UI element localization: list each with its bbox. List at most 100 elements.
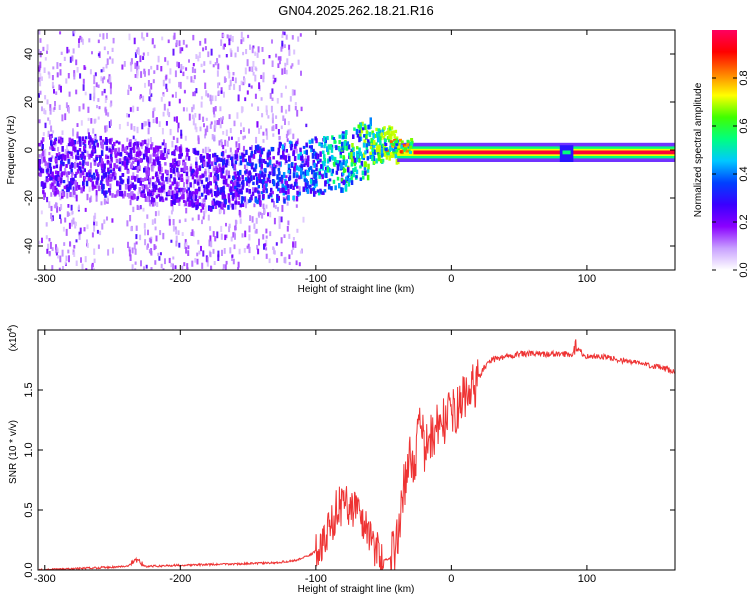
- spectrogram-ridge-cell: [102, 184, 105, 190]
- spectrogram-cell: [93, 267, 95, 270]
- spectrogram-ridge-cell: [48, 157, 51, 162]
- spectrogram-ridge-cell: [40, 167, 43, 174]
- spectrogram-ridge-cell: [214, 181, 218, 187]
- spectrogram-ridge-cell: [330, 147, 334, 153]
- spectrogram-cell: [89, 93, 92, 101]
- spectrogram-cell: [150, 251, 153, 256]
- spectrogram-ridge-cell: [162, 152, 165, 156]
- spectrogram-cell: [180, 64, 183, 71]
- spectrogram-cell: [228, 184, 231, 189]
- spectrogram-cell: [78, 38, 80, 44]
- spectrogram-ridge-cell: [282, 172, 286, 178]
- spectrogram-cell: [52, 66, 55, 70]
- spectrogram-cell: [229, 79, 232, 87]
- spectrogram-ridge-cell: [367, 124, 370, 130]
- spectrogram-cell: [265, 128, 268, 132]
- spectrogram-ridge-cell: [41, 144, 44, 150]
- spectrogram-ridge-cell: [107, 167, 110, 173]
- spectrogram-cell: [288, 49, 291, 56]
- spectrogram-cell: [185, 44, 188, 48]
- spectrogram-ridge-cell: [180, 167, 183, 173]
- spectrogram-ridge-cell: [375, 147, 379, 153]
- spectrogram-ridge-cell: [82, 141, 85, 145]
- spectrogram-ridge-cell: [395, 142, 399, 146]
- spectrogram-ridge-cell: [395, 159, 399, 165]
- spectrogram-cell: [60, 218, 62, 224]
- spectrogram-cell: [71, 211, 74, 215]
- spectrogram-cell: [73, 30, 76, 34]
- spectrogram-cell: [202, 148, 205, 154]
- spectrogram-ridge-cell: [347, 171, 351, 178]
- spectrogram-cell: [193, 75, 196, 80]
- spectrogram-ridge-cell: [171, 200, 175, 205]
- spectrogram-ridge-cell: [254, 145, 258, 152]
- spectrogram-cell: [75, 260, 78, 266]
- spectrogram-ridge-cell: [146, 168, 149, 173]
- spectrogram-ridge-cell: [95, 169, 98, 173]
- spectrogram-cell: [68, 212, 71, 217]
- spectrogram-ridge-cell: [338, 147, 341, 152]
- spectrogram-ridge-cell: [326, 166, 330, 173]
- spectrogram-cell: [220, 117, 222, 122]
- spectrogram-cell: [86, 150, 89, 157]
- spectrogram-cell: [39, 73, 42, 79]
- spectrogram-ridge-cell: [353, 161, 357, 166]
- spectrogram-cell: [127, 113, 130, 118]
- spectrogram-cell: [207, 51, 210, 58]
- spectrogram-cell: [66, 175, 69, 183]
- spectrogram-ridge-cell: [343, 145, 346, 151]
- spectrogram-ridge-cell: [242, 180, 245, 186]
- spectrogram-cell: [223, 91, 225, 98]
- spectrogram-ridge-cell: [155, 157, 158, 161]
- spectrogram-cell: [304, 158, 307, 165]
- spectrogram-cell: [151, 219, 154, 225]
- spectrogram-cell: [293, 49, 296, 55]
- spectrogram-ridge-cell: [409, 145, 413, 149]
- spectrogram-ridge-cell: [220, 172, 223, 178]
- spectrogram-ridge-cell: [324, 137, 327, 143]
- spectrogram-cell: [41, 158, 44, 164]
- spectrogram-ridge-cell: [114, 148, 117, 155]
- spectrogram-ridge-cell: [137, 147, 140, 154]
- spectrogram-ridge-cell: [153, 159, 156, 166]
- spectrogram-ridge-cell: [272, 180, 276, 187]
- spectrogram-cell: [201, 219, 203, 225]
- spectrogram-ridge-cell: [145, 150, 148, 157]
- spectrogram-cell: [80, 257, 82, 263]
- spectrogram-cell: [94, 118, 97, 123]
- spectrogram-ridge-cell: [95, 180, 98, 185]
- spectrogram-cell: [110, 119, 112, 126]
- spectrogram-ridge-cell: [303, 178, 307, 182]
- spectrogram-cell: [72, 249, 75, 255]
- spectrogram-ridge-cell: [161, 142, 165, 146]
- spectrogram-cell: [49, 104, 52, 111]
- spectrogram-ridge-cell: [155, 171, 158, 176]
- spectrogram-ridge-cell: [79, 169, 83, 175]
- spectrogram-cell: [192, 231, 195, 237]
- spectrogram-ridge-cell: [146, 157, 150, 163]
- spectrogram-ridge-cell: [82, 159, 85, 166]
- spectrogram-cell: [176, 61, 179, 67]
- spectrogram-cell: [45, 165, 48, 169]
- spectrogram-cell: [159, 230, 162, 236]
- spectrogram-ridge-cell: [146, 187, 149, 192]
- spectrogram-cell: [136, 73, 139, 79]
- spectrogram-ridge-cell: [165, 153, 169, 159]
- spectrogram-ridge-cell: [339, 164, 343, 170]
- spectrogram-cell: [219, 209, 222, 214]
- spectrogram-ridge-cell: [77, 155, 80, 160]
- spectrogram-ridge-cell: [58, 183, 61, 187]
- spectrogram-cell: [283, 142, 286, 147]
- spectrogram-cell: [68, 255, 70, 263]
- spectrogram-ridge-cell: [376, 131, 379, 138]
- spectrogram-cell: [154, 245, 157, 249]
- spectrogram-cell: [240, 31, 243, 39]
- spectrogram-cell: [93, 86, 96, 93]
- spectrogram-ridge-cell: [370, 137, 373, 144]
- spectrogram-ridge-cell: [53, 180, 56, 184]
- spectrogram-cell: [291, 63, 294, 67]
- spectrogram-ridge-cell: [371, 139, 375, 143]
- spectrogram-ridge-cell: [323, 161, 326, 167]
- spectrogram-ridge-cell: [326, 179, 330, 183]
- spectrogram-ridge-cell: [275, 182, 279, 189]
